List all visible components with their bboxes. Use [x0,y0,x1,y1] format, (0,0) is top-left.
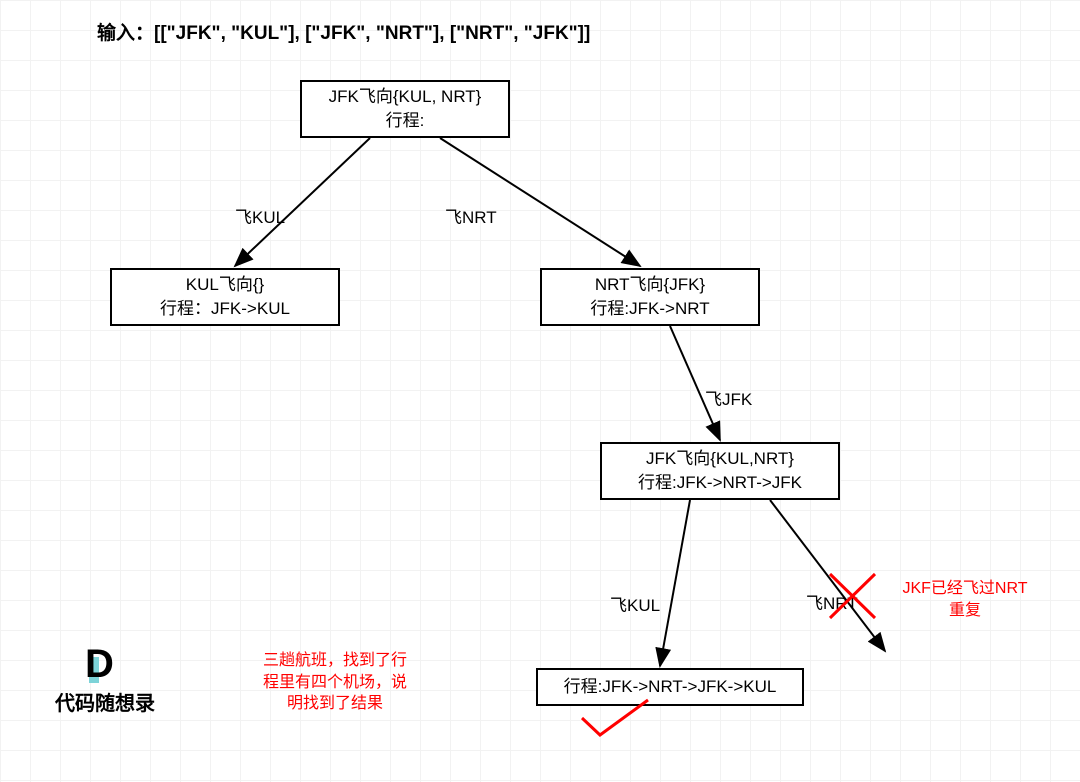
node-root-line2: 行程: [386,109,425,133]
edge-label-kul2: 飞KUL [610,591,660,616]
node-mid-line2: 行程:JFK->NRT->JFK [638,471,802,495]
node-root-line1: JFK飞向{KUL, NRT} [329,85,482,109]
edge-label-jfk: 飞JFK [705,385,752,410]
logo-icon: D [85,650,125,685]
note-fail: JKF已经飞过NRT重复 [890,578,1040,621]
diagram-arrows [0,0,1080,782]
node-right: NRT飞向{JFK} 行程:JFK->NRT [540,268,760,326]
note-fail-text: JKF已经飞过NRT重复 [902,580,1027,619]
arrow-right-mid [670,326,720,440]
edge-label-nrt: 飞NRT [445,203,497,228]
arrow-root-left [235,138,370,266]
node-left-line2: 行程：JFK->KUL [160,297,290,321]
note-success: 三趟航班，找到了行程里有四个机场，说明找到了结果 [245,650,425,715]
input-text: 输入：[["JFK", "KUL"], ["JFK", "NRT"], ["NR… [97,18,590,45]
logo: D 代码随想录 [55,650,155,716]
note-success-text: 三趟航班，找到了行程里有四个机场，说明找到了结果 [263,652,407,712]
node-mid: JFK飞向{KUL,NRT} 行程:JFK->NRT->JFK [600,442,840,500]
node-final-line1: 行程:JFK->NRT->JFK->KUL [564,675,777,699]
edge-label-kul: 飞KUL [235,203,285,228]
node-mid-line1: JFK飞向{KUL,NRT} [646,447,794,471]
node-left-line1: KUL飞向{} [186,273,264,297]
logo-text: 代码随想录 [55,687,155,716]
node-right-line1: NRT飞向{JFK} [595,273,705,297]
node-right-line2: 行程:JFK->NRT [590,297,709,321]
edge-label-nrt2: 飞NRT [806,589,858,614]
arrow-mid-final [660,500,690,666]
node-root: JFK飞向{KUL, NRT} 行程: [300,80,510,138]
node-left: KUL飞向{} 行程：JFK->KUL [110,268,340,326]
node-final: 行程:JFK->NRT->JFK->KUL [536,668,804,706]
arrow-mid-fail [770,500,885,651]
arrow-root-right [440,138,640,266]
